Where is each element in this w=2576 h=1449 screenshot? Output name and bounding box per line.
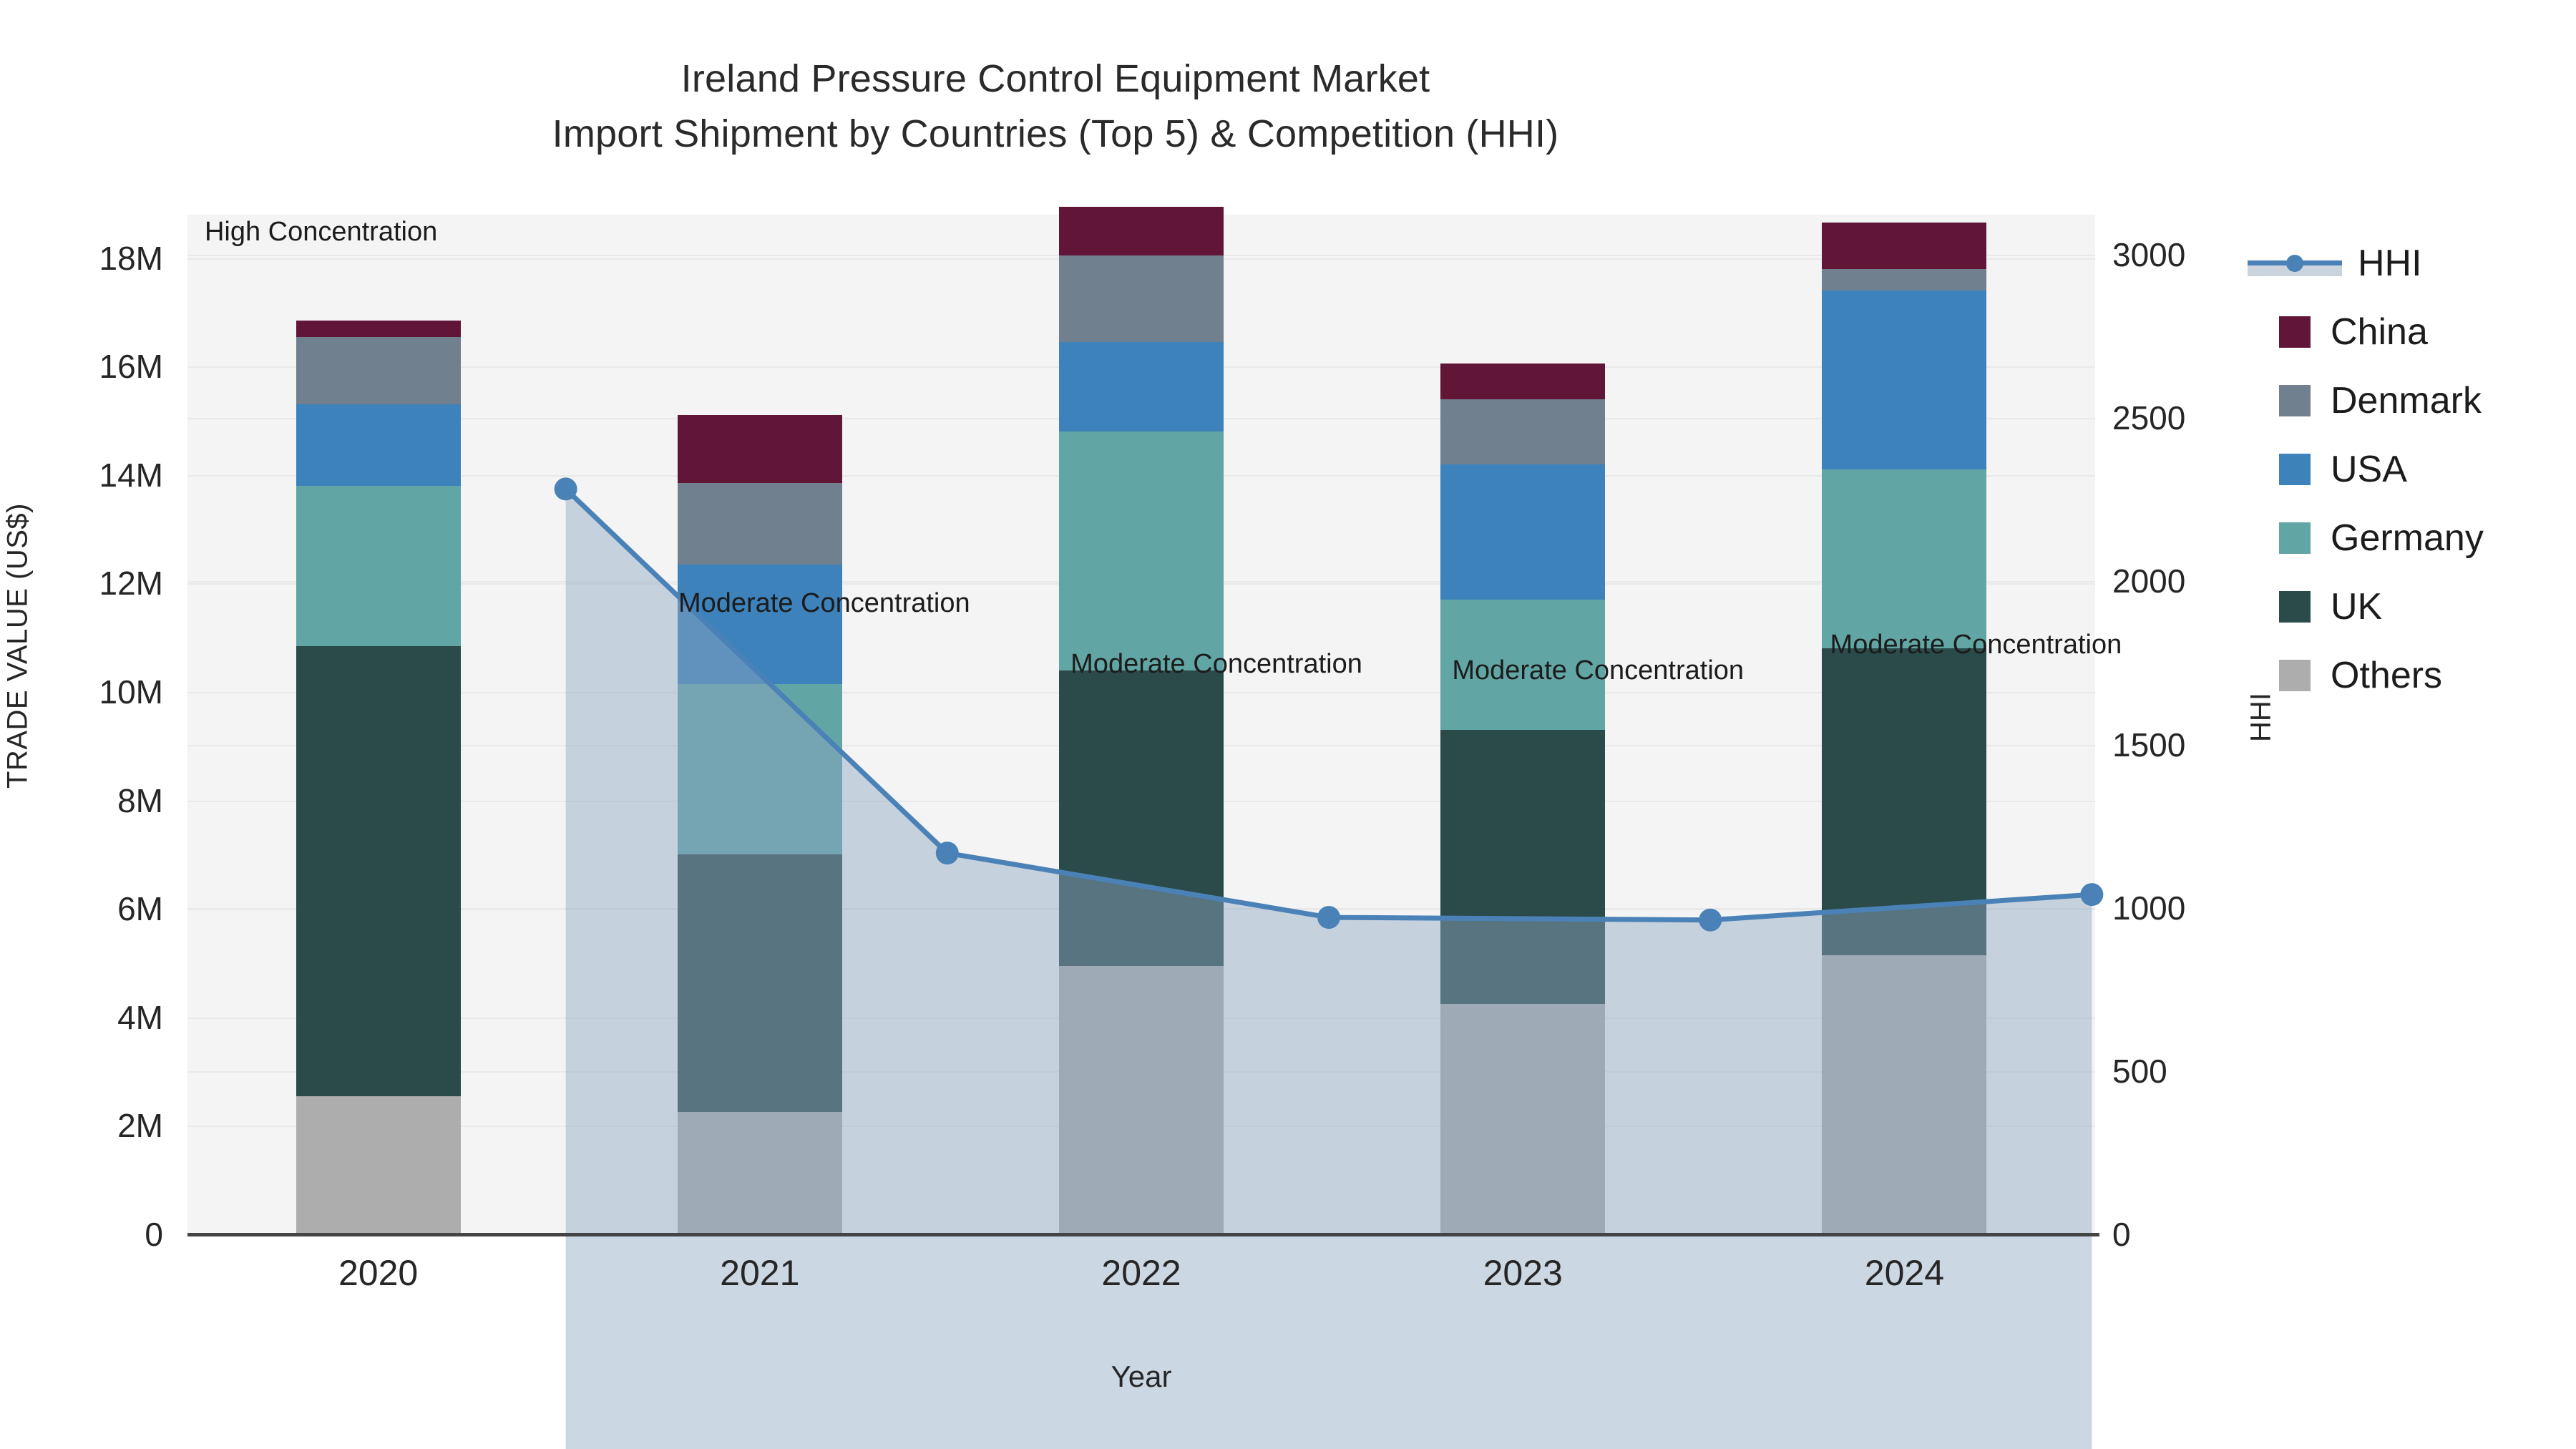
hhi-marker-2024[interactable]	[2080, 883, 2104, 907]
y-axis-right-tick-label: 1500	[2112, 726, 2186, 763]
y-axis-left-tick-label: 0	[145, 1216, 163, 1253]
hhi-annotation-2020: High Concentration	[204, 217, 438, 248]
y-axis-left-tick-label: 6M	[117, 890, 163, 928]
legend-label-denmark: Denmark	[2331, 380, 2482, 421]
legend-color-swatch-others	[2279, 660, 2311, 691]
chart-title-line-1: Ireland Pressure Control Equipment Marke…	[680, 57, 1430, 100]
y-axis-right-tick-label: 0	[2112, 1216, 2131, 1253]
bar-segment-denmark-2021[interactable]	[677, 483, 842, 565]
bar-segment-uk-2021[interactable]	[677, 854, 842, 1113]
legend-item-usa[interactable]: USA	[2279, 435, 2572, 504]
bar-segment-germany-2022[interactable]	[1059, 431, 1224, 670]
legend-color-swatch-china	[2279, 316, 2311, 348]
legend-label-china: China	[2331, 311, 2428, 353]
y-axis-left-tick-label: 16M	[99, 348, 163, 386]
y-axis-left-tick-label: 4M	[117, 998, 163, 1036]
chart-title-line-2: Import Shipment by Countries (Top 5) & C…	[552, 112, 1559, 155]
legend-color-swatch-usa	[2279, 454, 2311, 485]
bar-segment-denmark-2022[interactable]	[1059, 255, 1224, 343]
bar-segment-others-2022[interactable]	[1059, 965, 1224, 1234]
hhi-marker-2021[interactable]	[935, 841, 959, 865]
y-axis-right-title: HHI	[2245, 693, 2277, 742]
legend: HHI China Denmark USA Germany UK Others	[2248, 229, 2572, 710]
bar-segment-usa-2020[interactable]	[296, 404, 461, 486]
bar-segment-denmark-2023[interactable]	[1440, 399, 1606, 464]
y-axis-left-tick-label: 8M	[117, 781, 163, 819]
bar-segment-denmark-2020[interactable]	[296, 336, 461, 405]
x-axis-tick-label-2021: 2021	[720, 1253, 800, 1293]
hhi-annotation-2021: Moderate Concentration	[678, 588, 970, 619]
x-axis-tick-label-2022: 2022	[1101, 1253, 1181, 1293]
hhi-annotation-2024: Moderate Concentration	[1830, 630, 2122, 660]
bar-segment-china-2020[interactable]	[296, 320, 461, 337]
legend-marker-dot-icon	[2286, 255, 2303, 272]
bar-segment-usa-2022[interactable]	[1059, 342, 1224, 432]
bar-stack-2022[interactable]	[1059, 206, 1224, 1234]
legend-label-hhi: HHI	[2358, 243, 2422, 284]
legend-item-germany[interactable]: Germany	[2279, 504, 2572, 572]
bar-segment-others-2024[interactable]	[1822, 955, 1987, 1234]
legend-item-denmark[interactable]: Denmark	[2279, 366, 2572, 435]
plot-area	[187, 206, 2104, 1449]
hhi-marker-2023[interactable]	[1699, 908, 1722, 932]
legend-line-swatch-icon	[2248, 248, 2342, 279]
bar-segment-uk-2020[interactable]	[296, 645, 461, 1096]
y-axis-right-ticks: 0 500 1000 1500 2000 2500 3000	[2104, 215, 2290, 1253]
y-axis-right-tick-label: 2000	[2112, 562, 2186, 600]
bar-segment-germany-2020[interactable]	[296, 485, 461, 646]
legend-item-others[interactable]: Others	[2279, 641, 2572, 710]
bar-segment-usa-2024[interactable]	[1822, 291, 1987, 470]
bar-segment-uk-2024[interactable]	[1822, 648, 1987, 955]
x-axis-tick-label-2020: 2020	[338, 1253, 419, 1293]
bar-segment-usa-2021[interactable]	[677, 564, 842, 684]
y-axis-left-tick-label: 10M	[99, 673, 163, 711]
legend-color-swatch-denmark	[2279, 385, 2311, 416]
y-axis-left-tick-label: 12M	[99, 565, 163, 602]
bar-stack-2024[interactable]	[1822, 215, 1987, 1234]
legend-color-swatch-uk	[2279, 591, 2311, 623]
bar-stack-2020[interactable]	[296, 215, 461, 1234]
legend-label-uk: UK	[2331, 586, 2383, 628]
bar-segment-others-2021[interactable]	[677, 1112, 842, 1234]
bar-segment-germany-2021[interactable]	[677, 683, 842, 855]
bar-stack-2023[interactable]	[1440, 215, 1606, 1234]
chart-title: Ireland Pressure Control Equipment Marke…	[0, 52, 2111, 161]
x-axis-line	[187, 1233, 2099, 1236]
y-axis-left-tick-label: 2M	[117, 1107, 163, 1145]
y-axis-left-ticks: 0 2M 4M 6M 8M 10M 12M 14M 16M 18M	[0, 215, 179, 1253]
legend-label-germany: Germany	[2331, 517, 2484, 559]
hhi-annotation-2022: Moderate Concentration	[1070, 649, 1362, 680]
legend-item-uk[interactable]: UK	[2279, 572, 2572, 641]
bar-segment-china-2021[interactable]	[677, 415, 842, 484]
bar-segment-china-2022[interactable]	[1059, 206, 1224, 255]
bar-segment-others-2020[interactable]	[296, 1096, 461, 1234]
legend-color-swatch-germany	[2279, 522, 2311, 554]
y-axis-right-tick-label: 3000	[2112, 236, 2186, 273]
y-axis-left-tick-label: 14M	[99, 456, 163, 494]
x-axis-title: Year	[1111, 1360, 1172, 1393]
bar-segment-china-2024[interactable]	[1822, 223, 1987, 269]
bar-segment-denmark-2024[interactable]	[1822, 268, 1987, 291]
hhi-marker-2020[interactable]	[554, 477, 577, 501]
x-axis-tick-label-2024: 2024	[1864, 1253, 1945, 1293]
legend-label-others: Others	[2331, 655, 2443, 696]
bar-segment-others-2023[interactable]	[1440, 1003, 1606, 1234]
y-axis-right-tick-label: 1000	[2112, 889, 2186, 927]
bar-segment-uk-2022[interactable]	[1059, 670, 1224, 966]
bar-segment-china-2023[interactable]	[1440, 364, 1606, 399]
bar-segment-germany-2024[interactable]	[1822, 469, 1987, 649]
x-axis-tick-label-2023: 2023	[1483, 1253, 1563, 1293]
legend-item-hhi[interactable]: HHI	[2248, 229, 2572, 298]
y-axis-right-tick-label: 2500	[2112, 399, 2186, 437]
y-axis-left-tick-label: 18M	[99, 239, 163, 277]
legend-label-usa: USA	[2331, 449, 2407, 490]
y-axis-left-title: TRADE VALUE (US$)	[1, 503, 34, 789]
y-axis-right-tick-label: 500	[2112, 1052, 2167, 1090]
legend-item-china[interactable]: China	[2279, 298, 2572, 366]
bar-segment-uk-2023[interactable]	[1440, 730, 1606, 1004]
hhi-annotation-2023: Moderate Concentration	[1452, 655, 1745, 686]
bar-stack-2021[interactable]	[677, 215, 842, 1234]
bar-segment-usa-2023[interactable]	[1440, 464, 1606, 600]
